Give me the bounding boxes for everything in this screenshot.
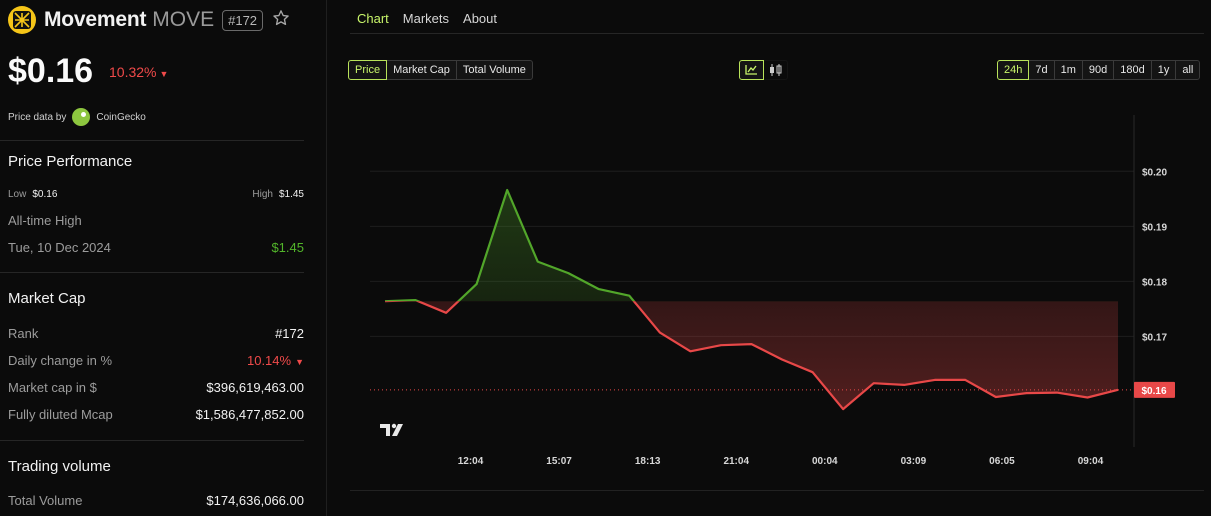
x-tick-label: 06:05: [989, 456, 1015, 467]
watchlist-star-icon[interactable]: [272, 9, 290, 32]
source-name[interactable]: CoinGecko: [96, 111, 146, 123]
high-label: High: [252, 189, 273, 200]
coin-symbol: MOVE: [152, 8, 215, 31]
row-label: Fully diluted Mcap: [8, 407, 113, 422]
row-value-group: 10.14% ▼: [247, 353, 304, 368]
price-line-up: [384, 188, 636, 302]
range-button-90d[interactable]: 90d: [1081, 60, 1115, 80]
down-arrow-icon: ▼: [159, 69, 169, 79]
current-price: $0.16: [8, 52, 94, 90]
coin-name: Movement: [44, 8, 147, 31]
row-label: Daily change in %: [8, 353, 113, 368]
trading-volume-title: Trading volume: [8, 458, 111, 475]
chart-fills: [385, 190, 1118, 410]
ath-label-row: All-time High: [8, 213, 304, 228]
candlestick-chart-button[interactable]: [763, 60, 788, 80]
chart-type-selector: [739, 60, 788, 80]
price-data-by-label: Price data by: [8, 111, 67, 123]
x-tick-label: 15:07: [546, 456, 572, 467]
y-tick-label: $0.19: [1142, 222, 1167, 233]
x-tick-label: 09:04: [1078, 456, 1104, 467]
tabs-underline: [350, 33, 1204, 34]
coingecko-logo-icon: [72, 108, 91, 126]
row-label: Market cap in $: [8, 380, 97, 395]
price-source: Price data by CoinGecko: [8, 108, 146, 126]
range-button-1m[interactable]: 1m: [1053, 60, 1083, 80]
low-value: $0.16: [32, 189, 58, 200]
metric-button-price[interactable]: Price: [348, 60, 388, 80]
metric-selector: Price Market Cap Total Volume: [348, 60, 533, 80]
line-chart-icon: [745, 65, 757, 75]
panel-separator: [326, 0, 327, 516]
movement-logo-icon: [8, 6, 36, 34]
ath-label: All-time High: [8, 213, 82, 228]
tab-about[interactable]: About: [463, 11, 498, 26]
row-value: $1,586,477,852.00: [195, 407, 304, 422]
price-change-value: 10.32%: [109, 64, 157, 80]
range-button-all[interactable]: all: [1175, 60, 1201, 80]
y-tick-label: $0.17: [1142, 332, 1167, 343]
range-button-7d[interactable]: 7d: [1028, 60, 1055, 80]
down-arrow-icon: ▼: [295, 357, 304, 367]
range-button-1y[interactable]: 1y: [1150, 60, 1177, 80]
row-value: 10.14%: [246, 353, 292, 368]
x-tick-label: 00:04: [812, 456, 838, 467]
tradingview-logo-icon: [380, 423, 403, 436]
market-cap-title: Market Cap: [8, 290, 86, 307]
tab-chart[interactable]: Chart: [357, 11, 389, 26]
row-value: $174,636,066.00: [206, 493, 304, 508]
ath-row: Tue, 10 Dec 2024 $1.45: [8, 240, 304, 255]
low-label: Low: [8, 189, 27, 200]
x-tick-label: 03:09: [901, 456, 927, 467]
row-label: Total Volume: [8, 493, 83, 508]
high-group: High $1.45: [252, 189, 304, 200]
ath-value: $1.45: [271, 240, 304, 255]
divider: [0, 140, 304, 141]
range-selector: 24h 7d 1m 90d 180d 1y all: [997, 60, 1201, 80]
rank-badge: #172: [222, 9, 264, 31]
metric-button-total-volume[interactable]: Total Volume: [455, 60, 533, 80]
x-axis: 12:04 15:07 18:13 21:04 00:04 03:09 06:05 09:04: [458, 456, 1104, 467]
current-price-tag: [1134, 381, 1175, 398]
coin-info-panel: Movement MOVE #172 $0.16 10.32% ▼ Price d…: [0, 0, 318, 516]
range-button-180d[interactable]: 180d: [1113, 60, 1152, 80]
x-tick-label: 12:04: [458, 456, 484, 467]
market-cap-row-fdv: Fully diluted Mcap $1,586,477,852.00: [8, 407, 304, 422]
line-chart-button[interactable]: [739, 60, 764, 80]
area-below-baseline: [385, 301, 1118, 410]
main-tabs: Chart Markets About: [357, 11, 497, 26]
range-button-24h[interactable]: 24h: [997, 60, 1030, 80]
market-cap-row-rank: Rank #172: [8, 326, 304, 341]
tab-markets[interactable]: Markets: [402, 11, 450, 26]
x-tick-label: 18:13: [635, 456, 661, 467]
row-label: Rank: [8, 326, 39, 341]
market-cap-row-mcap: Market cap in $ $396,619,463.00: [8, 380, 304, 395]
low-high-row: Low $0.16 High $1.45: [8, 189, 304, 200]
row-value: #172: [275, 326, 304, 341]
divider: [0, 440, 304, 441]
y-tick-label: $0.18: [1142, 277, 1167, 288]
chart-lines: [370, 188, 1134, 411]
market-cap-row-daily-change: Daily change in % 10.14% ▼: [8, 353, 304, 368]
row-value: $396,619,463.00: [206, 380, 304, 395]
y-axis: $0.20 $0.19 $0.18 $0.17 $0.16: [1134, 167, 1175, 398]
price-chart[interactable]: $0.20 $0.19 $0.18 $0.17 $0.16 12:04 15:07 18:1…: [350, 100, 1204, 480]
high-value: $1.45: [278, 189, 304, 200]
price-line-down: [384, 301, 1119, 411]
divider: [0, 272, 304, 273]
y-tick-label: $0.20: [1142, 167, 1167, 178]
area-above-baseline: [385, 190, 634, 302]
coin-header: Movement MOVE #172: [8, 6, 290, 34]
x-tick-label: 21:04: [723, 456, 749, 467]
ath-date: Tue, 10 Dec 2024: [8, 240, 111, 255]
trading-row-total-volume: Total Volume $174,636,066.00: [8, 493, 304, 508]
metric-button-market-cap[interactable]: Market Cap: [386, 60, 457, 80]
chart-bottom-divider: [350, 490, 1204, 491]
price-change: 10.32% ▼: [109, 64, 168, 80]
current-price-label: $0.16: [1141, 386, 1166, 397]
price-performance-title: Price Performance: [8, 153, 133, 170]
candlestick-icon: [770, 64, 782, 76]
